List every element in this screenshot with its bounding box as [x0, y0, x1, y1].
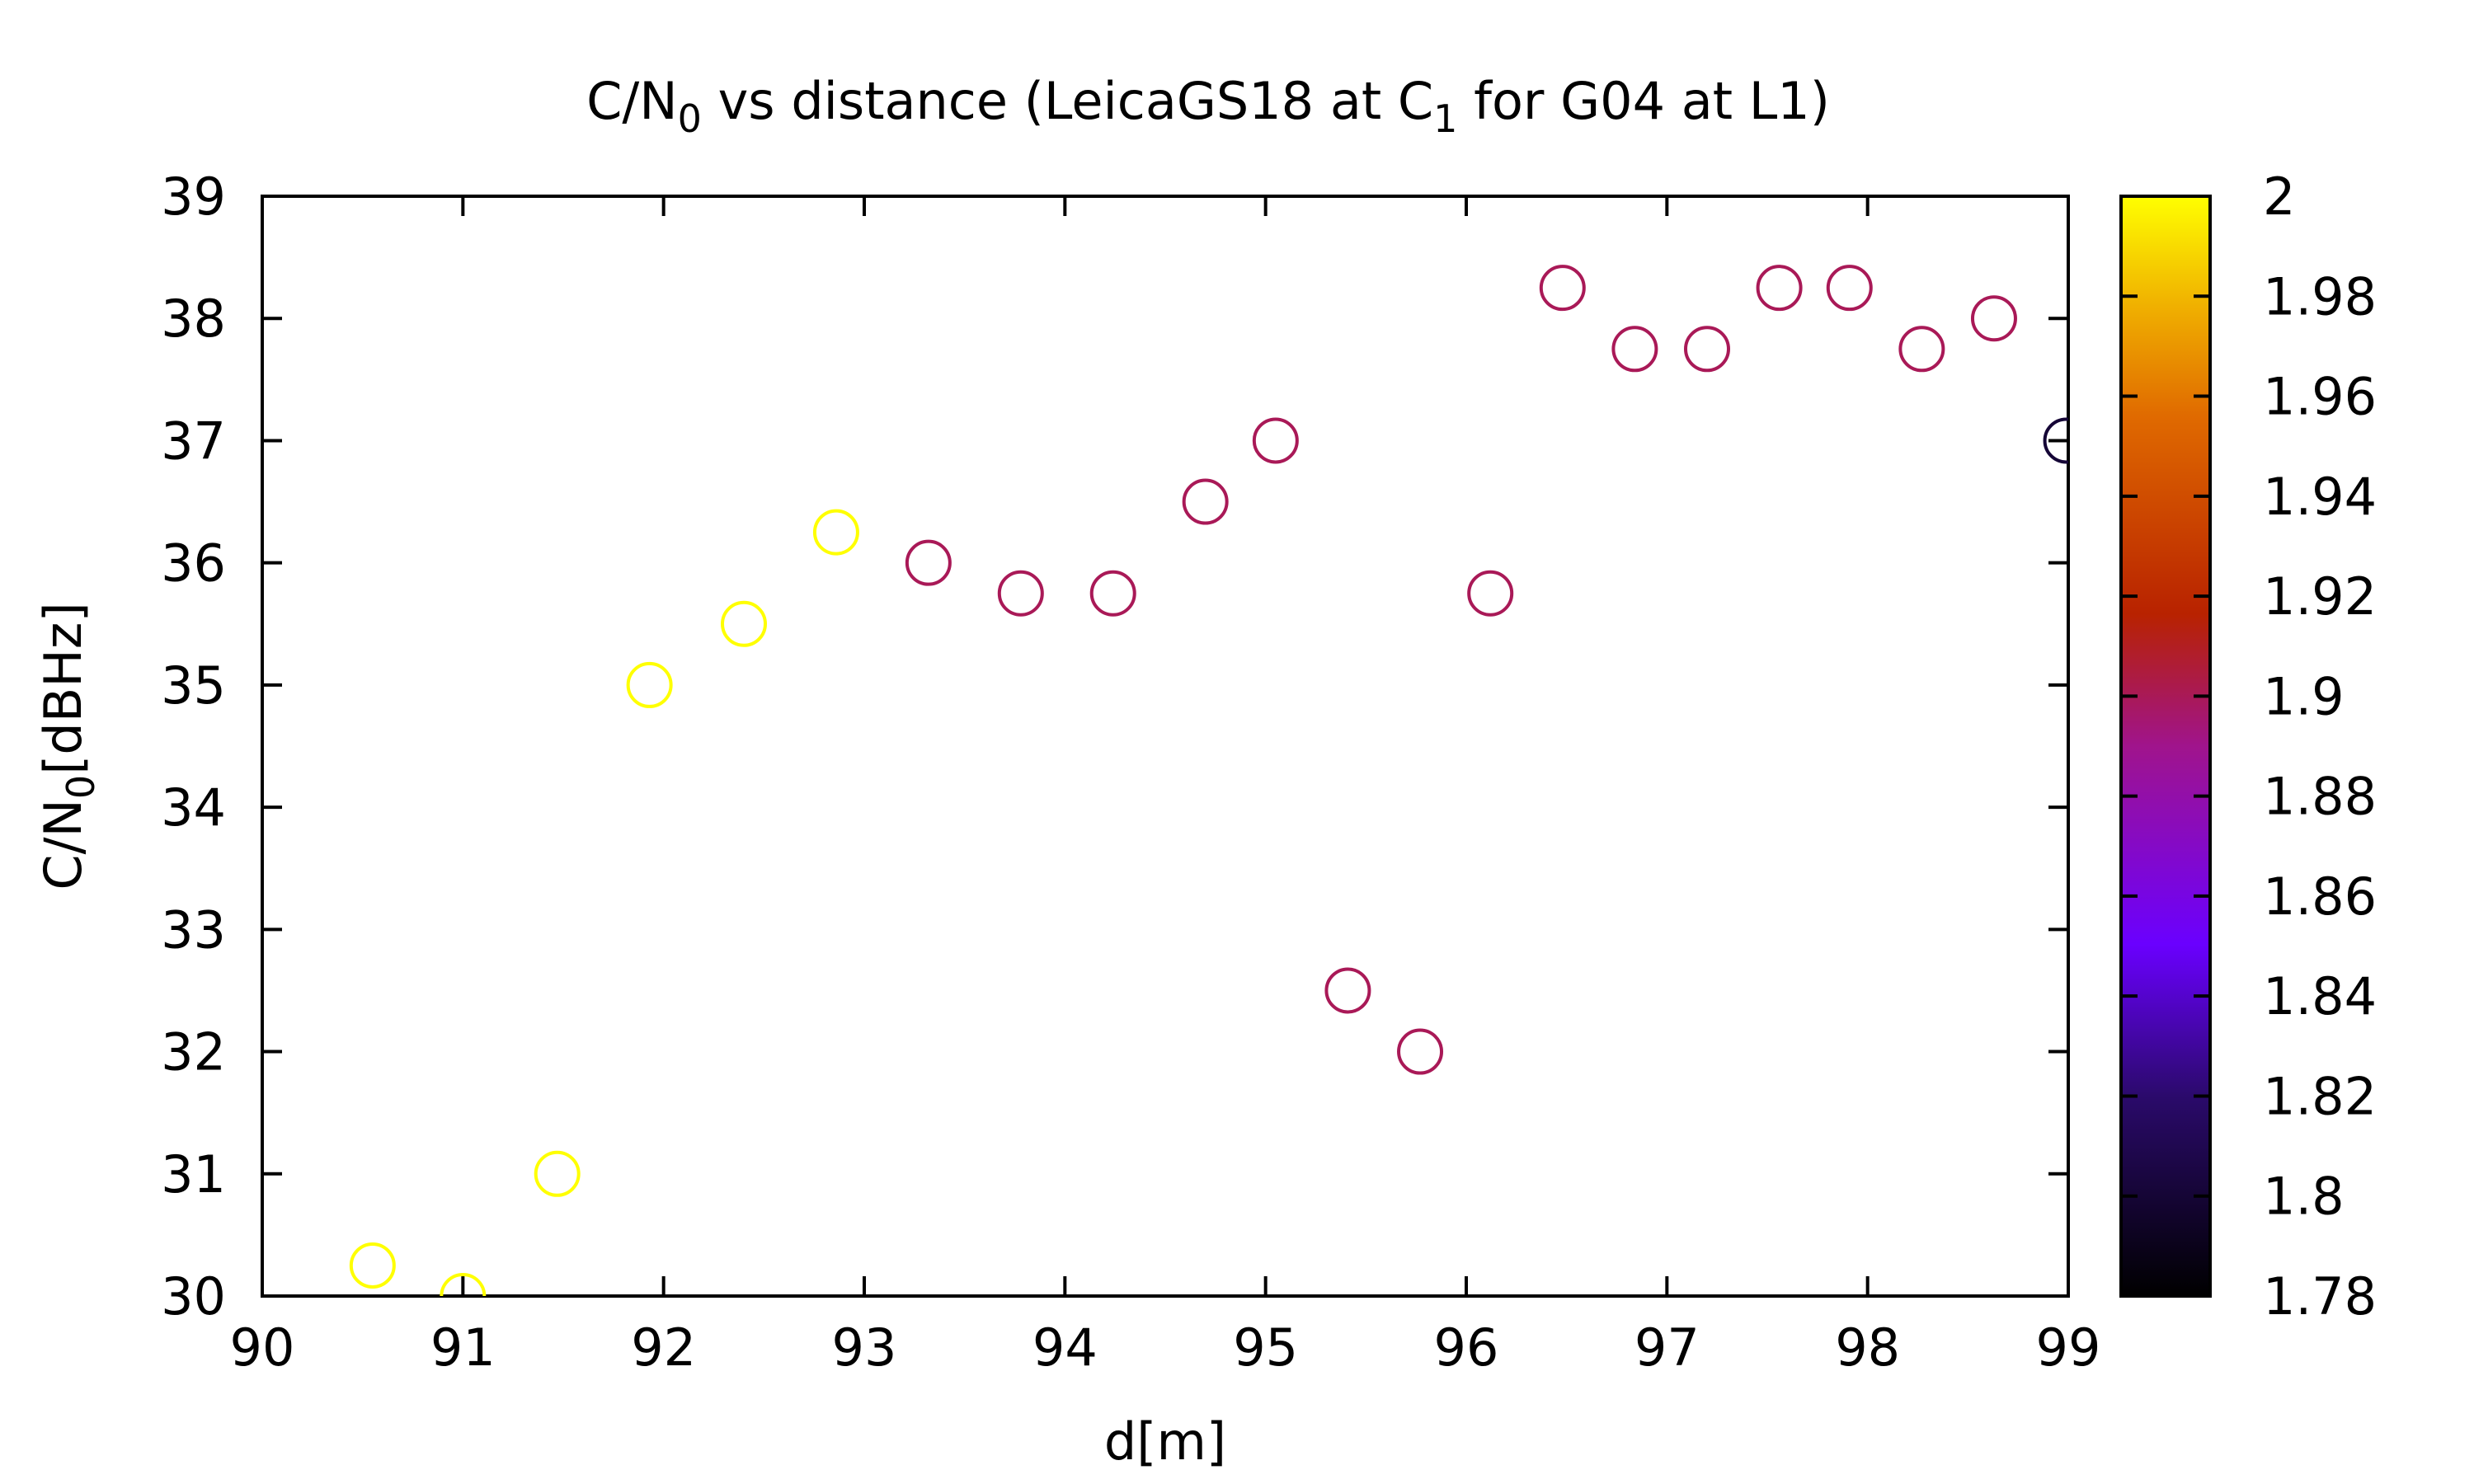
x-tick-label: 99 [2036, 1317, 2101, 1378]
x-tick-label: 94 [1032, 1317, 1098, 1378]
x-tick-label: 96 [1434, 1317, 1499, 1378]
data-point [1611, 326, 1658, 373]
colorbar [2121, 196, 2210, 1296]
y-tick-label: 38 [161, 289, 226, 349]
x-tick-label: 92 [631, 1317, 696, 1378]
data-point [812, 509, 859, 556]
colorbar-frame [2119, 195, 2212, 1298]
y-tick-label: 36 [161, 533, 226, 594]
data-point [440, 1273, 487, 1296]
chart-title: C/N0 vs distance (LeicaGS18 at C1 for G0… [586, 71, 1830, 141]
y-tick-label: 39 [161, 167, 226, 227]
data-point [997, 570, 1044, 617]
data-point [1252, 417, 1299, 464]
data-point [534, 1150, 581, 1197]
data-point [1397, 1028, 1444, 1075]
colorbar-ticks: 1.78 1.8 1.82 1.84 1.86 1.88 1.9 1.92 1.94 1.96 1.… [2121, 167, 2377, 1327]
data-point [1970, 295, 2017, 342]
colorbar-tick-label: 1.84 [2263, 966, 2377, 1026]
x-tick-label: 93 [832, 1317, 897, 1378]
data-point [626, 661, 673, 708]
x-tick-label: 95 [1233, 1317, 1298, 1378]
x-tick-label: 97 [1634, 1317, 1700, 1378]
data-point [349, 1242, 396, 1289]
colorbar-tick-label: 1.92 [2263, 566, 2377, 627]
y-tick-label: 33 [161, 899, 226, 960]
colorbar-tick-label: 1.9 [2263, 666, 2345, 726]
y-axis-ticks: 30 31 32 33 34 35 36 37 38 39 [161, 167, 2068, 1327]
data-point [1756, 265, 1803, 312]
colorbar-tick-label: 1.86 [2263, 866, 2377, 927]
y-tick-label: 30 [161, 1266, 226, 1327]
data-points [349, 265, 2068, 1296]
data-point [1898, 326, 1945, 373]
colorbar-tick-label: 1.88 [2263, 767, 2377, 827]
colorbar-tick-label: 1.82 [2263, 1066, 2377, 1126]
data-point [1684, 326, 1730, 373]
data-point [1467, 570, 1514, 617]
y-axis-label: C/N0[dBHz] [33, 602, 103, 890]
colorbar-tick-label: 2 [2263, 167, 2295, 227]
x-tick-label: 90 [230, 1317, 295, 1378]
data-point [1089, 570, 1136, 617]
x-axis-label: d[m] [1104, 1411, 1226, 1472]
y-tick-label: 35 [161, 655, 226, 716]
y-tick-label: 37 [161, 411, 226, 471]
data-point [721, 600, 767, 647]
y-tick-label: 34 [161, 777, 226, 838]
x-axis-ticks: 90 91 92 93 94 95 96 97 98 99 [230, 196, 2101, 1378]
colorbar-tick-label: 1.96 [2263, 367, 2377, 427]
plot-frame [261, 195, 2070, 1298]
colorbar-tick-label: 1.98 [2263, 266, 2377, 326]
colorbar-tick-label: 1.8 [2263, 1167, 2345, 1227]
data-point [1539, 265, 1586, 312]
data-point [905, 539, 952, 586]
y-tick-label: 32 [161, 1022, 226, 1082]
data-point [1182, 478, 1229, 525]
x-tick-label: 98 [1835, 1317, 1900, 1378]
data-point [1324, 967, 1371, 1014]
colorbar-tick-label: 1.94 [2263, 467, 2377, 527]
data-point [2043, 417, 2068, 464]
y-tick-label: 31 [161, 1144, 226, 1205]
data-point [1826, 265, 1873, 312]
colorbar-tick-label: 1.78 [2263, 1266, 2377, 1327]
x-tick-label: 91 [430, 1317, 496, 1378]
